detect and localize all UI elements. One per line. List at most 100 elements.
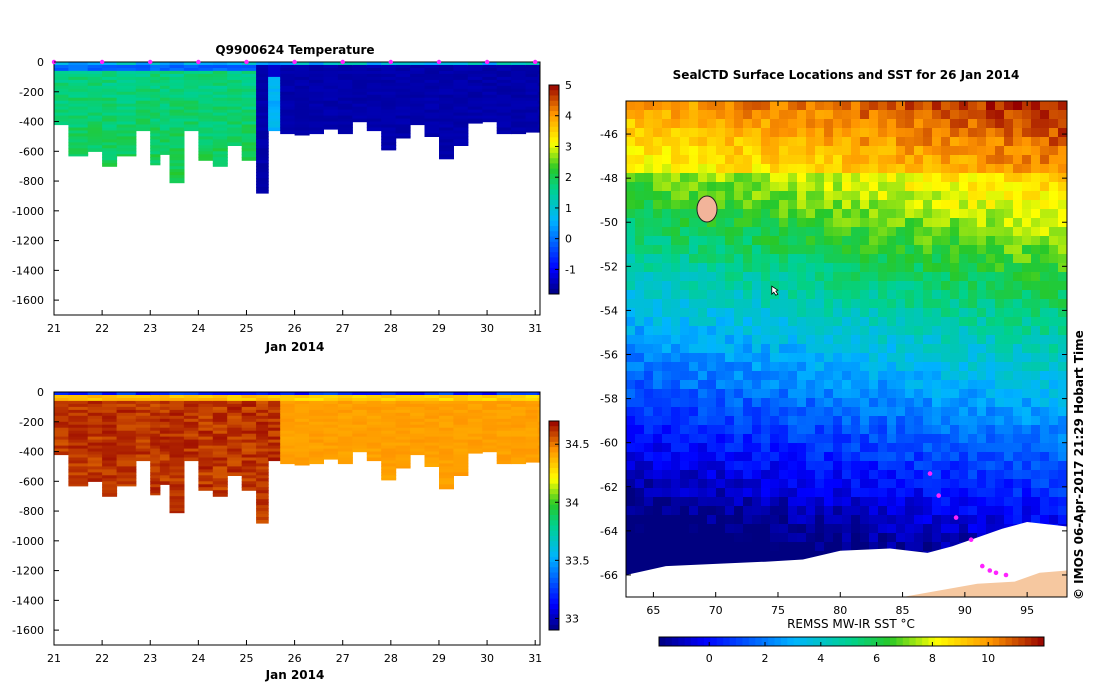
- data-cell: [453, 460, 469, 465]
- colorbar-swatch: [549, 116, 559, 122]
- data-cell: [198, 406, 214, 411]
- sst-cell: [887, 389, 897, 399]
- sst-cell: [707, 371, 717, 381]
- sst-cell: [833, 164, 843, 174]
- sst-cell: [707, 488, 717, 498]
- sst-cell: [725, 254, 735, 264]
- data-cell: [309, 62, 324, 66]
- data-cell: [256, 88, 269, 93]
- sst-cell: [995, 281, 1005, 291]
- sst-cell: [1022, 335, 1032, 345]
- data-cell: [116, 136, 137, 140]
- sst-cell: [815, 488, 825, 498]
- sst-cell: [950, 443, 960, 453]
- sst-cell: [1040, 182, 1050, 192]
- sst-cell: [905, 362, 915, 372]
- sst-cell: [815, 425, 825, 435]
- data-cell: [511, 88, 527, 93]
- data-cell: [102, 130, 118, 135]
- data-cell: [439, 157, 454, 160]
- sst-cell: [797, 227, 807, 237]
- data-cell: [424, 88, 440, 93]
- sst-cell: [932, 308, 942, 318]
- sst-cell: [743, 407, 753, 417]
- sst-cell: [833, 416, 843, 426]
- data-cell: [159, 439, 171, 444]
- data-cell: [511, 68, 527, 72]
- sst-cell: [1049, 263, 1059, 273]
- sst-cell: [797, 164, 807, 174]
- colorbar-swatch: [549, 189, 559, 196]
- data-cell: [256, 178, 269, 182]
- sst-cell: [824, 155, 834, 165]
- colorbar-tick-label: 33: [565, 612, 579, 625]
- sst-cell: [626, 380, 636, 390]
- sst-cell: [716, 335, 726, 345]
- colorbar-swatch: [549, 603, 559, 610]
- surface-location-marker: [968, 537, 974, 542]
- sst-cell: [1022, 497, 1032, 507]
- sst-cell: [977, 236, 987, 246]
- sst-cell: [941, 362, 951, 372]
- sst-cell: [923, 425, 933, 435]
- sst-cell: [1049, 191, 1059, 201]
- data-cell: [525, 403, 539, 408]
- colorbar-swatch: [549, 447, 559, 453]
- sst-cell: [806, 452, 816, 462]
- data-cell: [227, 415, 243, 420]
- data-cell: [453, 415, 469, 420]
- sst-cell: [950, 128, 960, 138]
- data-cell: [453, 124, 469, 129]
- sst-cell: [842, 308, 852, 318]
- sst-cell: [671, 353, 681, 363]
- data-cell: [268, 70, 281, 75]
- sst-cell: [752, 470, 762, 480]
- sst-cell: [1049, 506, 1059, 516]
- sst-cell: [986, 290, 996, 300]
- data-cell: [268, 445, 281, 450]
- data-cell: [256, 157, 269, 161]
- colorbar-swatch: [549, 220, 559, 227]
- sst-cell: [734, 236, 744, 246]
- sst-cell: [986, 101, 996, 111]
- sst-cell: [932, 227, 942, 237]
- data-cell: [198, 392, 214, 396]
- sst-cell: [788, 479, 798, 489]
- sst-cell: [626, 407, 636, 417]
- data-cell: [169, 115, 185, 120]
- data-cell: [467, 70, 483, 75]
- sst-cell: [806, 362, 816, 372]
- data-cell: [525, 430, 539, 435]
- data-cell: [198, 127, 214, 132]
- sst-cell: [968, 488, 978, 498]
- data-cell: [496, 400, 512, 405]
- data-cell: [102, 406, 118, 411]
- sst-cell: [815, 326, 825, 336]
- sst-cell: [689, 434, 699, 444]
- sst-cell: [851, 335, 861, 345]
- sst-cell: [815, 110, 825, 120]
- sst-cell: [887, 110, 897, 120]
- sst-cell: [923, 182, 933, 192]
- sst-cell: [653, 344, 663, 354]
- data-cell: [169, 118, 185, 123]
- sst-cell: [1031, 353, 1041, 363]
- data-cell: [467, 392, 483, 396]
- sst-cell: [968, 506, 978, 516]
- sst-cell: [734, 407, 744, 417]
- sst-cell: [1013, 479, 1023, 489]
- sst-cell: [797, 326, 807, 336]
- sst-cell: [707, 389, 717, 399]
- sst-cell: [932, 335, 942, 345]
- sst-cell: [860, 245, 870, 255]
- sst-cell: [734, 452, 744, 462]
- data-cell: [453, 451, 469, 456]
- sst-cell: [887, 137, 897, 147]
- sst-cell: [1049, 155, 1059, 165]
- data-cell: [496, 439, 512, 444]
- data-cell: [482, 398, 498, 402]
- sst-cell: [1049, 101, 1059, 111]
- data-cell: [337, 127, 353, 132]
- sst-cell: [950, 254, 960, 264]
- sst-cell: [905, 317, 915, 327]
